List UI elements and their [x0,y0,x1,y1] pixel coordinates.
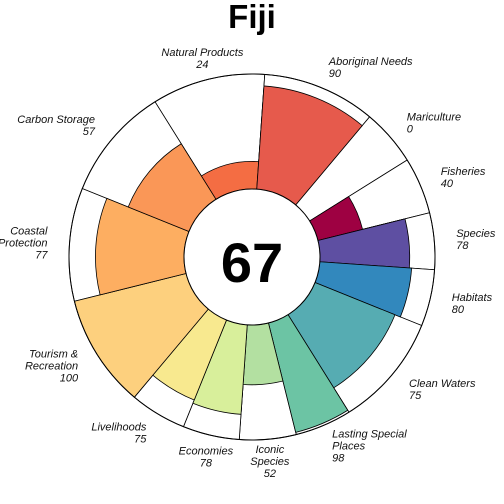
petal-label-mariculture: Mariculture 0 [407,112,461,136]
petal-score-species: 78 [456,240,469,252]
center-circle [183,188,321,326]
petal-label-aboriginal-needs: Aboriginal Needs 90 [328,56,413,80]
petal-name-mariculture: Mariculture [407,112,461,124]
petal-name-coastal-protection: Protection [0,238,47,250]
petal-name-livelihoods: Livelihoods [91,422,147,434]
petal-label-natural-products: Natural Products 24 [161,47,243,71]
petal-name-lasting-special-places: Places [332,441,366,453]
petal-label-iconic-species: Iconic Species 52 [250,444,290,480]
petal-score-habitats: 80 [452,304,465,316]
petal-label-species: Species 78 [456,228,496,252]
petal-name-habitats: Habitats [452,292,493,304]
petal-label-livelihoods: Livelihoods 75 [91,422,147,446]
petal-score-carbon-storage: 57 [83,126,96,138]
petal-label-economies: Economies 78 [179,446,234,470]
petal-name-species: Species [456,228,496,240]
petal-name-carbon-storage: Carbon Storage [17,114,95,126]
petal-score-aboriginal-needs: 90 [329,68,342,80]
petal-name-tourism-recreation: Recreation [25,361,78,373]
petal-score-economies: 78 [200,458,213,470]
petal-score-tourism-recreation: 100 [60,373,79,385]
petal-name-aboriginal-needs: Aboriginal Needs [328,56,413,68]
petal-score-natural-products: 24 [195,59,208,71]
petal-label-habitats: Habitats 80 [452,292,493,316]
petal-score-coastal-protection: 77 [35,250,48,262]
petal-label-tourism-recreation: Tourism & Recreation 100 [25,349,79,385]
petal-score-clean-waters: 75 [409,390,422,402]
petal-label-fisheries: Fisheries 40 [441,166,486,190]
petal-labels: Natural Products 24 Aboriginal Needs 90 Mari… [0,47,496,480]
petal-score-livelihoods: 75 [134,434,147,446]
petal-label-carbon-storage: Carbon Storage 57 [17,114,96,138]
outer-ring [68,73,436,441]
petal-name-iconic-species: Iconic [255,444,284,456]
chart-title: Fiji [228,0,276,35]
petal-name-coastal-protection: Coastal [10,226,48,238]
petal-name-tourism-recreation: Tourism & [29,349,78,361]
petal-score-mariculture: 0 [407,124,414,136]
petal-name-natural-products: Natural Products [161,47,243,59]
petal-label-lasting-special-places: Lasting Special Places 98 [332,429,407,465]
petal-label-clean-waters: Clean Waters 75 [409,378,476,402]
petal-score-iconic-species: 52 [264,468,276,480]
index-score: 67 [221,231,283,294]
petal-name-fisheries: Fisheries [441,166,486,178]
petal-name-lasting-special-places: Lasting Special [332,429,407,441]
petal-label-coastal-protection: Coastal Protection 77 [0,226,48,262]
petal-fills [73,85,413,433]
petal-name-iconic-species: Species [250,456,290,468]
petal-name-economies: Economies [179,446,234,458]
petal-score-fisheries: 40 [441,178,454,190]
petal-name-clean-waters: Clean Waters [409,378,476,390]
petal-score-lasting-special-places: 98 [332,453,345,465]
